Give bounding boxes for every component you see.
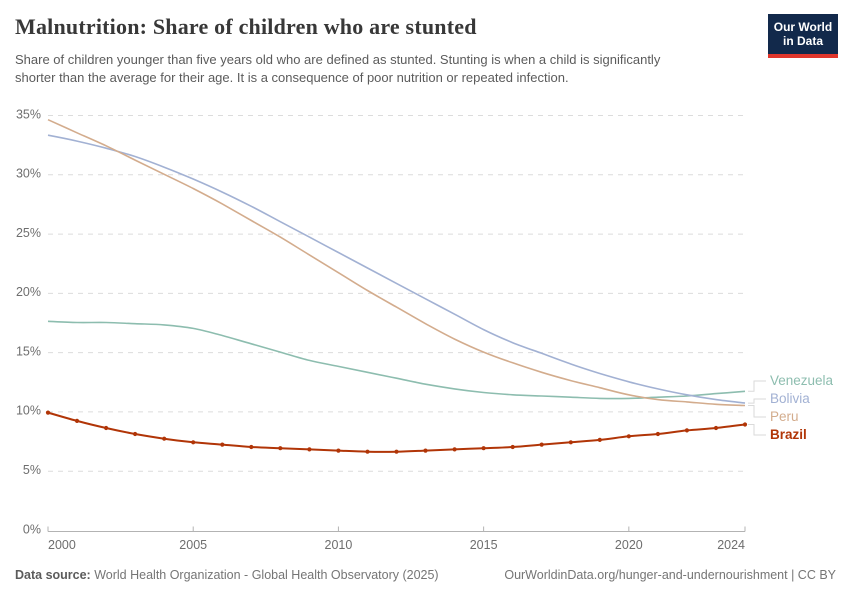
chart-footer: Data source: World Health Organization -… <box>15 568 836 582</box>
series-line-brazil[interactable] <box>47 411 746 453</box>
y-axis-label-35pct: 35% <box>16 107 41 121</box>
x-axis-label-2020: 2020 <box>615 538 643 552</box>
data-point-brazil-2019[interactable] <box>597 437 602 442</box>
data-point-brazil-2018[interactable] <box>568 440 573 445</box>
owid-logo[interactable]: Our World in Data <box>768 14 838 58</box>
data-point-brazil-2021[interactable] <box>655 431 661 437</box>
data-point-brazil-2004[interactable] <box>162 436 167 441</box>
y-axis-label-0pct: 0% <box>23 522 41 536</box>
legend-item-peru[interactable]: Peru <box>770 409 799 424</box>
y-axis-label-10pct: 10% <box>16 404 41 418</box>
data-point-brazil-2024[interactable] <box>742 422 748 427</box>
data-point-brazil-2003[interactable] <box>133 431 138 437</box>
y-axis-label-30pct: 30% <box>16 167 41 181</box>
y-axis-label-20pct: 20% <box>16 285 41 299</box>
legend-connector-peru <box>748 405 766 418</box>
series-line-bolivia[interactable] <box>47 134 746 404</box>
data-point-brazil-2016[interactable] <box>510 444 515 450</box>
data-point-brazil-2017[interactable] <box>539 442 544 447</box>
x-axis-label-2010: 2010 <box>325 538 353 552</box>
legend-item-brazil[interactable]: Brazil <box>770 427 807 442</box>
data-point-brazil-2009[interactable] <box>307 447 312 452</box>
data-point-brazil-2002[interactable] <box>104 425 109 431</box>
x-axis-label-2024: 2024 <box>717 538 745 552</box>
data-point-brazil-2005[interactable] <box>191 440 196 445</box>
owid-logo-line2: in Data <box>782 34 823 48</box>
data-point-brazil-2011[interactable] <box>365 449 370 454</box>
data-point-brazil-2007[interactable] <box>249 444 254 450</box>
page-title: Malnutrition: Share of children who are … <box>15 14 477 39</box>
data-point-brazil-2013[interactable] <box>423 448 428 453</box>
owid-logo-line1: Our World <box>773 20 833 34</box>
y-axis-label-5pct: 5% <box>23 463 41 477</box>
data-point-brazil-2008[interactable] <box>278 446 283 451</box>
x-axis-label-2015: 2015 <box>470 538 498 552</box>
legend-connector-bolivia <box>748 398 766 404</box>
data-point-brazil-2000[interactable] <box>45 410 51 415</box>
series-line-peru[interactable] <box>47 118 746 407</box>
data-point-brazil-2023[interactable] <box>713 425 719 431</box>
series-line-venezuela[interactable] <box>47 320 746 400</box>
data-point-brazil-2014[interactable] <box>452 447 457 452</box>
footer-link[interactable]: OurWorldinData.org/hunger-and-undernouri… <box>504 568 836 582</box>
data-point-brazil-2010[interactable] <box>336 448 341 453</box>
data-point-brazil-2020[interactable] <box>626 434 631 439</box>
data-source-text: World Health Organization - Global Healt… <box>94 568 439 582</box>
data-point-brazil-2022[interactable] <box>684 428 690 433</box>
legend-item-bolivia[interactable]: Bolivia <box>770 391 810 406</box>
data-source: Data source: World Health Organization -… <box>15 568 439 582</box>
data-source-label: Data source: <box>15 568 91 582</box>
x-axis-label-2000: 2000 <box>48 538 76 552</box>
data-point-brazil-2001[interactable] <box>74 418 80 423</box>
chart-subtitle: Share of children younger than five year… <box>15 52 661 85</box>
legend-item-venezuela[interactable]: Venezuela <box>770 373 834 388</box>
data-point-brazil-2006[interactable] <box>220 442 225 447</box>
legend-connector-brazil <box>748 424 766 436</box>
y-axis-label-15pct: 15% <box>16 344 41 358</box>
data-point-brazil-2012[interactable] <box>394 449 399 454</box>
legend-connector-venezuela <box>748 380 766 392</box>
y-axis-label-25pct: 25% <box>16 226 41 240</box>
data-point-brazil-2015[interactable] <box>481 446 486 451</box>
x-axis-label-2005: 2005 <box>179 538 207 552</box>
